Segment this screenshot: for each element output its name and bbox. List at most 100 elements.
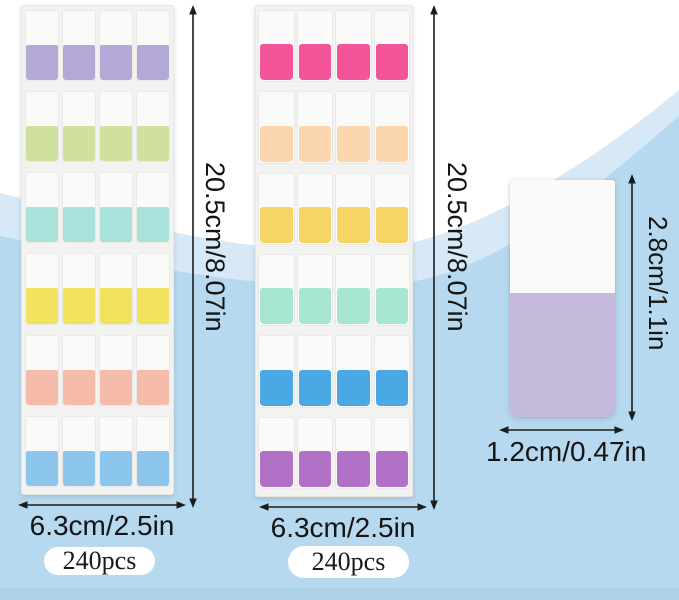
tab-color-block	[337, 207, 370, 243]
tab-color-block	[100, 288, 132, 324]
tab-color-block	[298, 288, 331, 325]
tab-color-block	[298, 369, 331, 406]
sticky-tab	[26, 92, 58, 162]
sticky-tab	[63, 92, 95, 162]
sheet1-height-arrow	[189, 5, 197, 508]
tab-color-block	[26, 44, 58, 81]
sticky-tab	[259, 255, 294, 326]
tab-color-block	[337, 125, 370, 162]
sticky-tab	[100, 254, 132, 324]
sticky-tab	[336, 173, 371, 244]
sticky-tab	[374, 11, 409, 82]
sticky-tab	[297, 417, 332, 488]
tab-color-block	[137, 450, 169, 486]
wave-bottom-strip	[0, 588, 679, 600]
sticky-tab	[63, 11, 95, 81]
sticky-tab	[259, 11, 294, 82]
sticky-tab	[297, 255, 332, 326]
sticky-tab	[100, 92, 132, 162]
sticky-tab	[259, 173, 294, 244]
single-tab-closeup	[510, 180, 615, 417]
tab-color-block	[63, 44, 95, 81]
sheet2-count-badge: 240pcs	[288, 546, 409, 578]
tab-color-block	[260, 44, 293, 81]
tab-color-block	[298, 451, 331, 487]
sticky-tab	[26, 416, 58, 486]
tab-color-block	[26, 126, 58, 162]
sticky-tab	[374, 336, 409, 407]
sticky-tab	[297, 336, 332, 407]
sheet1-count-text: 240pcs	[62, 546, 137, 575]
sticky-tab	[26, 254, 58, 324]
sticky-tab	[137, 254, 169, 324]
tab-color-block	[260, 451, 293, 487]
tab-color-block	[63, 369, 95, 405]
sticky-tab	[63, 173, 95, 243]
sheet1-width-dimension-label: 6.3cm/2.5in	[29, 510, 175, 541]
sheet1-height-dimension-label: 20.5cm/8.07in	[200, 162, 230, 332]
tab-color-block	[260, 288, 293, 325]
sticky-tab	[297, 173, 332, 244]
sticky-tab	[259, 417, 294, 488]
tab-color-block	[375, 44, 408, 81]
tab-color-block	[100, 369, 132, 405]
tab-color-block	[375, 451, 408, 487]
tab-color-block	[137, 369, 169, 405]
tab-color-block	[260, 369, 293, 406]
sheet1-count-badge: 240pcs	[44, 546, 155, 575]
sticky-tab	[137, 11, 169, 81]
sheet2-width-arrow	[259, 503, 427, 511]
sticky-tab	[63, 416, 95, 486]
sticky-tab	[297, 11, 332, 82]
sticky-tab	[63, 335, 95, 405]
sheet2-height-dimension-label: 20.5cm/8.07in	[442, 162, 472, 332]
tab-color-block	[137, 126, 169, 162]
sticky-tab	[137, 416, 169, 486]
tab-color-block	[375, 369, 408, 406]
sticky-tab	[259, 336, 294, 407]
tab-color-block	[337, 44, 370, 81]
tab-color-block	[375, 288, 408, 325]
tab-color-block	[26, 207, 58, 243]
tab-color-block	[337, 288, 370, 325]
single-tab-width-dimension-label: 1.2cm/0.47in	[486, 436, 647, 467]
tab-color-block	[26, 369, 58, 405]
sticky-tab	[63, 254, 95, 324]
tab-color-block	[100, 207, 132, 243]
sheet2-count-text: 240pcs	[311, 547, 386, 576]
sticky-tab	[374, 255, 409, 326]
sticky-tab	[374, 173, 409, 244]
sticky-tab	[336, 417, 371, 488]
sticky-tab	[336, 92, 371, 163]
tab-color-block	[63, 288, 95, 324]
tab-color-block	[298, 125, 331, 162]
tab-color-block	[26, 288, 58, 324]
sticky-tab	[26, 173, 58, 243]
tab-color-block	[63, 207, 95, 243]
tab-color-block	[260, 207, 293, 243]
tab-color-block	[26, 450, 58, 486]
tab-color-block	[63, 126, 95, 162]
sticky-tab	[137, 335, 169, 405]
tab-sheet-middle	[255, 5, 413, 497]
tab-color-block	[337, 451, 370, 487]
sticky-tab	[297, 92, 332, 163]
sticky-tab	[374, 92, 409, 163]
tab-color-block	[298, 207, 331, 243]
sticky-tab	[336, 336, 371, 407]
tab-color-block	[375, 125, 408, 162]
sticky-tab	[336, 11, 371, 82]
tab-color-block	[298, 44, 331, 81]
sticky-tab	[100, 173, 132, 243]
sheet1-width-arrow	[18, 501, 186, 509]
sticky-tab	[137, 173, 169, 243]
sheet2-width-dimension-label: 6.3cm/2.5in	[270, 512, 416, 543]
single-tab-color-block	[510, 293, 615, 417]
tab-color-block	[337, 369, 370, 406]
sticky-tab	[100, 11, 132, 81]
sticky-tab	[100, 416, 132, 486]
tab-color-block	[100, 44, 132, 81]
tab-color-block	[137, 288, 169, 324]
sticky-tab	[26, 335, 58, 405]
